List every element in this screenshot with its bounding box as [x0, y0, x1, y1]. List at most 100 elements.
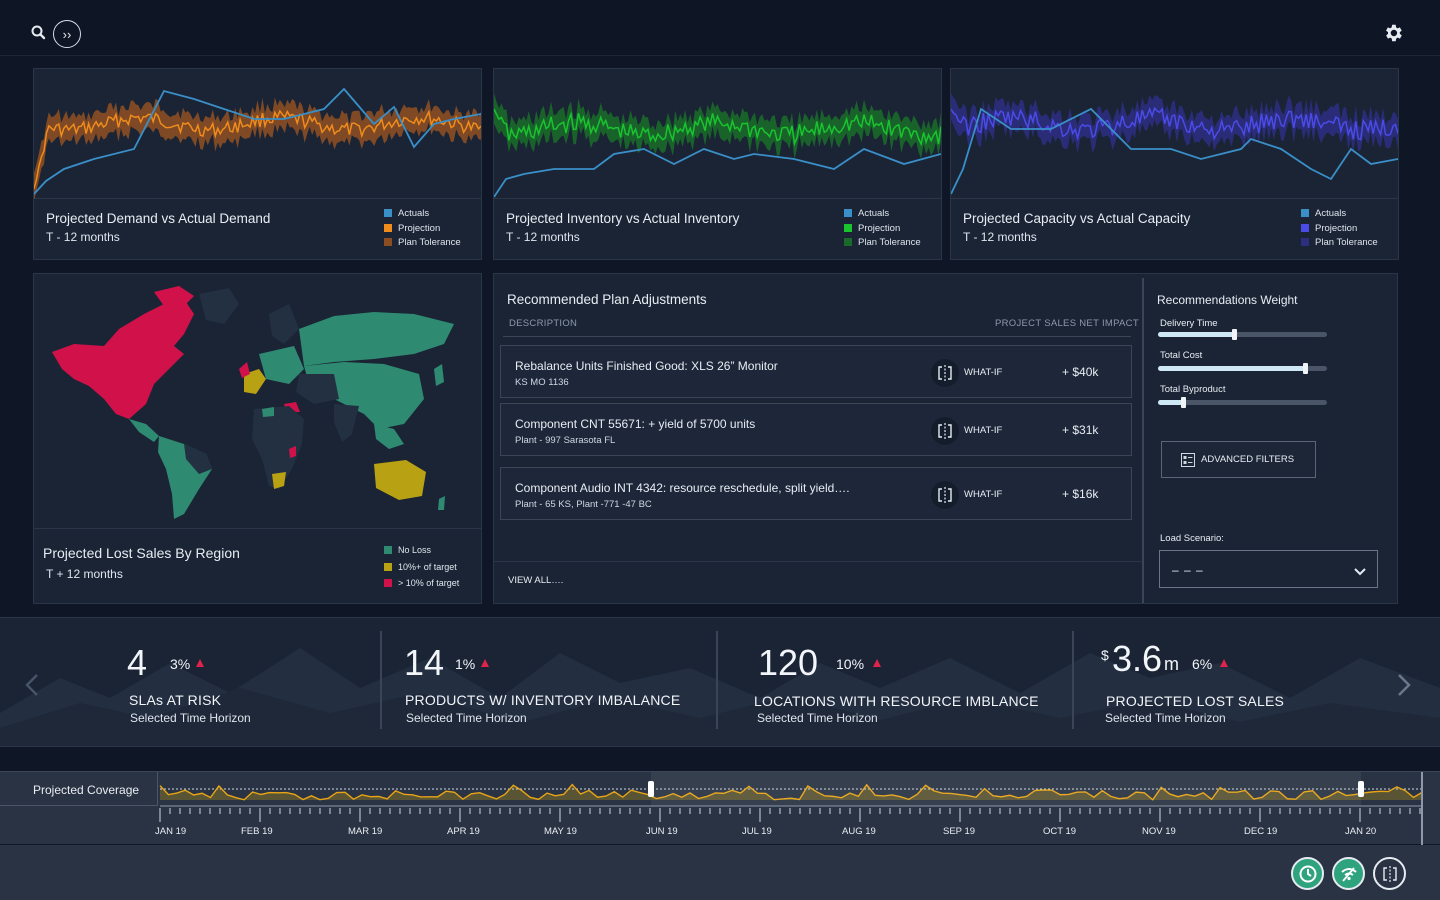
region-africa	[252, 406, 304, 489]
recommendation-location: Plant - 997 Sarasota FL	[515, 435, 616, 446]
region-scandinavia	[269, 304, 299, 344]
load-scenario-label: Load Scenario:	[1160, 533, 1224, 544]
advanced-filters-button[interactable]: ADVANCED FILTERS	[1161, 441, 1316, 478]
timeline-chart[interactable]	[0, 772, 1440, 845]
chevrons-right-icon: ››	[62, 26, 72, 42]
world-map[interactable]	[34, 274, 481, 529]
recommendation-row[interactable]: Component CNT 55671: + yield of 5700 uni…	[500, 403, 1132, 456]
legend-projection: Projection	[384, 222, 461, 237]
weights-title: Recommendations Weight	[1157, 293, 1298, 307]
legend-actuals: Actuals	[384, 207, 461, 222]
kpi-currency: $	[1101, 647, 1109, 663]
chevron-right-icon[interactable]	[1396, 673, 1412, 702]
chevron-left-icon[interactable]	[24, 673, 40, 702]
kpi-projected-lost-sales[interactable]: $ 3.6 m 6% PROJECTED LOST SALES Selected…	[1074, 618, 1414, 746]
chart-title: Projected Inventory vs Actual Inventory	[506, 211, 740, 226]
month-label: JAN 20	[1345, 826, 1377, 837]
kpi-inventory-imbalance[interactable]: 14 1% PRODUCTS W/ INVENTORY IMBALANCE Se…	[382, 618, 716, 746]
load-scenario-select[interactable]: – – –	[1159, 550, 1378, 588]
actuals-line	[950, 107, 1399, 195]
kpi-slas-at-risk[interactable]: 4 3% SLAs AT RISK Selected Time Horizon	[0, 618, 380, 746]
kpi-strip: 4 3% SLAs AT RISK Selected Time Horizon …	[0, 617, 1440, 747]
load-scenario-value: – – –	[1172, 563, 1204, 577]
clock-icon[interactable]	[1291, 857, 1324, 890]
map-legend: No Loss 10%+ of target > 10% of target	[384, 542, 459, 592]
coverage-timeline[interactable]: Projected Coverage JAN 19 FEB 19 MAR 19 APR…	[0, 771, 1440, 845]
timeline-label: Projected Coverage	[33, 783, 140, 797]
month-label: MAR 19	[348, 826, 383, 837]
total-cost-slider[interactable]	[1158, 363, 1327, 374]
column-header-impact: PROJECT SALES NET IMPACT	[995, 318, 1139, 329]
expand-button[interactable]: ››	[53, 20, 81, 48]
slider-thumb[interactable]	[1303, 363, 1309, 374]
range-handle-right	[1358, 781, 1364, 797]
what-if-button[interactable]: WHAT-IF	[964, 489, 1003, 500]
legend-projection: Projection	[1301, 222, 1378, 237]
compare-icon[interactable]	[931, 481, 959, 509]
slider-fill	[1158, 332, 1235, 337]
recommendation-location: KS MO 1136	[515, 377, 569, 388]
delivery-time-slider[interactable]	[1158, 329, 1327, 340]
kpi-value: 4	[127, 642, 148, 683]
slider-thumb[interactable]	[1181, 397, 1187, 408]
recommendation-location: Plant - 65 KS, Plant -771 -47 BC	[515, 499, 652, 510]
slider-fill	[1158, 366, 1306, 371]
compare-icon[interactable]	[931, 417, 959, 445]
map-title: Projected Lost Sales By Region	[43, 545, 240, 561]
trend-up-icon	[873, 659, 881, 667]
region-africa-north	[262, 407, 274, 417]
divider	[503, 336, 1131, 337]
map-subtitle: T + 12 months	[46, 567, 123, 581]
actuals-line	[33, 87, 482, 195]
month-label: APR 19	[447, 826, 480, 837]
slider-thumb[interactable]	[1232, 329, 1238, 340]
compare-icon[interactable]	[931, 359, 959, 387]
region-canada-arctic	[154, 286, 194, 306]
kpi-label: SLAs AT RISK	[129, 692, 222, 708]
legend-no-loss: No Loss	[384, 542, 459, 559]
chart-subtitle: T - 12 months	[506, 230, 580, 244]
total-byproduct-slider[interactable]	[1158, 397, 1327, 408]
month-label: NOV 19	[1142, 826, 1176, 837]
coverage-line	[159, 783, 1423, 801]
inventory-chart-panel: Projected Inventory vs Actual Inventory …	[493, 68, 942, 260]
slider-label: Delivery Time	[1160, 318, 1218, 329]
region-russia	[299, 312, 454, 366]
kpi-label: LOCATIONS WITH RESOURCE IMBLANCE	[754, 693, 1039, 709]
view-all-link[interactable]: VIEW ALL….	[508, 575, 564, 586]
search-icon[interactable]	[28, 22, 50, 44]
region-australia	[374, 460, 426, 500]
month-label: DEC 19	[1244, 826, 1278, 837]
vertical-divider	[1142, 278, 1144, 603]
net-impact-value: + $31k	[1062, 423, 1099, 437]
kpi-sublabel: Selected Time Horizon	[406, 711, 527, 725]
kpi-change: 3%	[170, 656, 191, 672]
projection-line	[493, 108, 942, 147]
projection-line	[33, 109, 482, 190]
region-se-asia	[374, 424, 404, 449]
region-europe-west	[244, 369, 266, 394]
month-label: OCT 19	[1043, 826, 1077, 837]
kpi-change: 10%	[836, 656, 865, 672]
top-bar: ››	[0, 0, 1440, 56]
region-central-america	[129, 419, 159, 442]
compare-icon[interactable]	[1373, 857, 1406, 890]
recommendation-row[interactable]: Component Audio INT 4342: resource resch…	[500, 467, 1132, 520]
gear-icon[interactable]	[1382, 22, 1404, 44]
slider-fill	[1158, 400, 1184, 405]
divider	[494, 561, 1143, 562]
kpi-value: 14	[404, 642, 445, 683]
demand-chart	[33, 69, 482, 202]
what-if-button[interactable]: WHAT-IF	[964, 425, 1003, 436]
what-if-button[interactable]: WHAT-IF	[964, 367, 1003, 378]
recommendation-row[interactable]: Rebalance Units Finished Good: XLS 26” M…	[500, 345, 1132, 398]
projection-line	[950, 106, 1399, 141]
selection-window	[651, 772, 1361, 806]
timeline-label-box	[0, 772, 158, 806]
legend-tolerance: Plan Tolerance	[844, 236, 921, 251]
recommendations-title: Recommended Plan Adjustments	[507, 292, 707, 307]
region-nz	[438, 496, 445, 510]
wifi-icon[interactable]	[1332, 857, 1365, 890]
month-label: SEP 19	[943, 826, 976, 837]
kpi-resource-imbalance[interactable]: 120 10% LOCATIONS WITH RESOURCE IMBLANCE…	[718, 618, 1072, 746]
